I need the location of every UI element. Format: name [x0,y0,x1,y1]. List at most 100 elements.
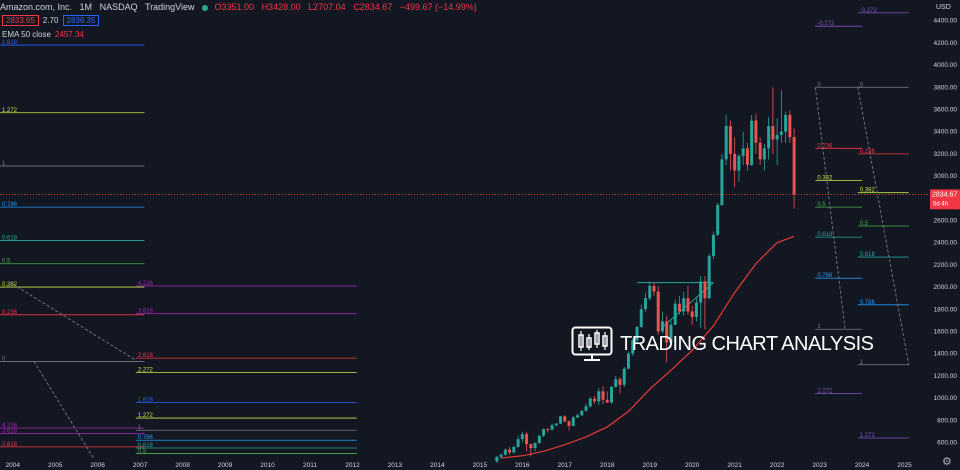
candle-body [716,204,720,235]
candle-body [656,291,660,332]
y-tick-label: 4400.00 [934,18,958,25]
fib-level-label: 4.236 [2,423,18,429]
trendline[interactable] [814,87,846,330]
candle-body [686,298,690,312]
sell-button[interactable]: 2833.65 [2,15,39,26]
candle-body [499,454,503,457]
candle-body [737,156,741,171]
candle-body [677,303,681,312]
fib-level-label: 0.618 [817,232,833,238]
candle-body [559,416,563,424]
y-tick-label: 3000.00 [934,173,958,180]
settings-gear-icon[interactable]: ⚙ [942,456,952,468]
open-value: O3351.00 [214,2,255,12]
fib-level-label: 0.786 [817,273,833,279]
source-label: TradingView [144,2,195,12]
candle-body [665,321,669,343]
fib-level-label: 0.236 [2,310,18,316]
candle-body [652,285,656,292]
high-value: H3428.00 [261,2,301,12]
fib-level-label: 0.5 [817,202,826,208]
axis-layer[interactable]: 600.00 800.00 1000.00 1200.00 1400.00 1600.00… [6,18,958,469]
y-tick-label: 1200.00 [934,373,958,380]
candle-body [669,324,673,343]
y-tick-label: 2400.00 [934,240,958,247]
candle-body [525,434,529,445]
trendline[interactable] [33,361,94,459]
fib-level-label: 1.272 [860,433,876,439]
candle-body [588,398,592,407]
candle-body [711,234,715,256]
watermark: TRADING CHART ANALYSIS [571,326,874,364]
candle-body [542,429,546,436]
fib-level-label: 0.618 [860,252,876,258]
bid-ask: 2833.65 2.70 2836.35 [2,15,100,27]
candle-body [728,126,732,154]
market-status-icon [201,4,208,11]
candle-body [788,114,792,138]
candle-layer [495,87,796,463]
x-tick-label: 2008 [175,462,190,469]
fib-level-label: 0.236 [860,149,876,155]
fib-level-label: 0 [2,356,6,362]
trendline[interactable] [857,87,910,365]
x-tick-label: 2006 [90,462,105,469]
candle-body [495,456,499,462]
ema-layer [501,235,795,459]
fib-level-label: 0.236 [817,143,833,149]
fib-level-label: 1.272 [138,413,154,419]
x-tick-label: 2013 [388,462,403,469]
fib-level-label: 1 [817,324,821,330]
candle-body [724,126,728,160]
fib-level-label: 2.272 [138,368,154,374]
fib-level-label: 0.786 [2,202,18,208]
candle-body [537,435,541,444]
candle-body [576,415,580,418]
candle-body [720,159,724,205]
exchange-label: NASDAQ [99,2,138,12]
x-tick-label: 2022 [770,462,785,469]
fib-level-label: 0.786 [860,300,876,306]
x-tick-label: 2011 [303,462,317,469]
y-tick-label: 1800.00 [934,306,958,313]
x-tick-label: 2012 [345,462,360,469]
candle-body [699,281,703,303]
candle-body [648,285,652,299]
x-tick-label: 2014 [430,462,445,469]
candle-body [593,398,597,402]
x-tick-label: 2018 [600,462,615,469]
ema-legend[interactable]: EMA 50 close 2457.34 [2,30,84,39]
y-tick-label: 3600.00 [934,106,958,113]
candle-body [567,421,571,426]
fib-level-label: 1 [2,161,6,167]
fib-level-label: 3.618 [2,429,18,435]
fib-level-label: 0 [860,82,864,88]
symbol-header: Amazon.com, Inc. 1M NASDAQ TradingView O… [0,0,930,14]
fib-level-label: 0 [817,82,821,88]
trendline[interactable] [8,281,137,361]
candle-body [503,449,507,455]
x-tick-label: 2005 [48,462,63,469]
ema-label: EMA 50 close [2,30,51,39]
close-value: C2834.67 [353,2,393,12]
candle-body [779,131,783,135]
last-price-countdown: 5d 4h [933,201,948,207]
candle-body [610,386,613,403]
interval-label[interactable]: 1M [79,2,93,12]
candle-body [750,120,754,165]
buy-button[interactable]: 2836.35 [62,15,100,26]
candle-body [784,115,788,132]
y-tick-label: 1600.00 [934,328,958,335]
candle-body [707,255,711,299]
x-tick-label: 2009 [218,462,233,469]
ema-value: 2457.34 [54,30,84,39]
candle-body [762,148,766,160]
symbol-name[interactable]: Amazon.com, Inc. [0,2,73,12]
fib-level-label: 0.382 [817,175,833,181]
x-tick-label: 2017 [558,462,573,469]
currency-label[interactable]: USD [936,4,951,11]
candle-body [741,148,745,157]
y-tick-label: 2000.00 [934,284,958,291]
fib-layer[interactable]: 1.6181.27210.7860.6180.50.3820.23604.236… [0,8,909,455]
